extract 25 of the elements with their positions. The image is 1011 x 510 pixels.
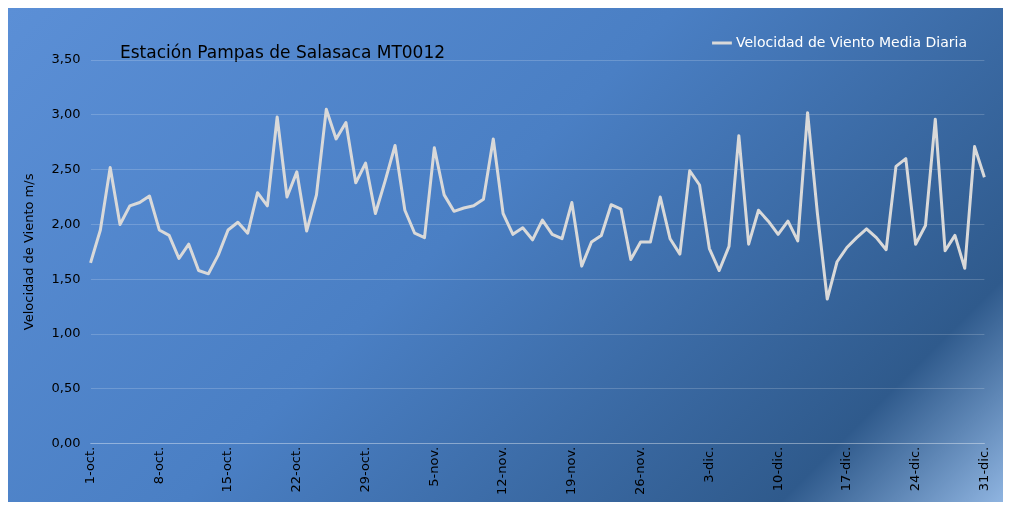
y-tick-label: 0,00 <box>51 435 81 451</box>
x-tick-label: 3-dic. <box>700 446 716 483</box>
y-tick-label: 1,50 <box>51 270 81 286</box>
legend-label: Velocidad de Viento Media Diaria <box>735 33 968 50</box>
y-tick-label: 3,50 <box>51 51 81 67</box>
x-tick-label: 12-nov. <box>494 446 510 496</box>
y-tick-label: 0,50 <box>51 380 81 396</box>
x-tick-label: 17-dic. <box>838 446 854 492</box>
y-tick-label: 1,00 <box>51 325 81 341</box>
y-tick-label: 2,50 <box>51 161 81 177</box>
x-tick-label: 31-dic. <box>975 446 991 492</box>
y-axis-title: Velocidad de Viento m/s <box>21 173 37 331</box>
x-tick-label: 26-nov. <box>631 446 647 496</box>
x-tick-label: 1-oct. <box>81 446 97 485</box>
x-tick-label: 29-oct. <box>356 446 372 493</box>
y-tick-label: 2,00 <box>51 215 81 231</box>
y-tick-label: 3,00 <box>51 106 81 122</box>
x-tick-label: 5-nov. <box>425 446 441 487</box>
chart-title: Estación Pampas de Salasaca MT0012 <box>120 42 446 62</box>
x-tick-label: 24-dic. <box>907 446 923 492</box>
x-tick-label: 10-dic. <box>769 446 785 492</box>
x-tick-label: 19-nov. <box>563 446 579 496</box>
x-tick-label: 15-oct. <box>219 446 235 493</box>
x-tick-label: 8-oct. <box>150 446 166 485</box>
x-tick-label: 22-oct. <box>288 446 304 493</box>
